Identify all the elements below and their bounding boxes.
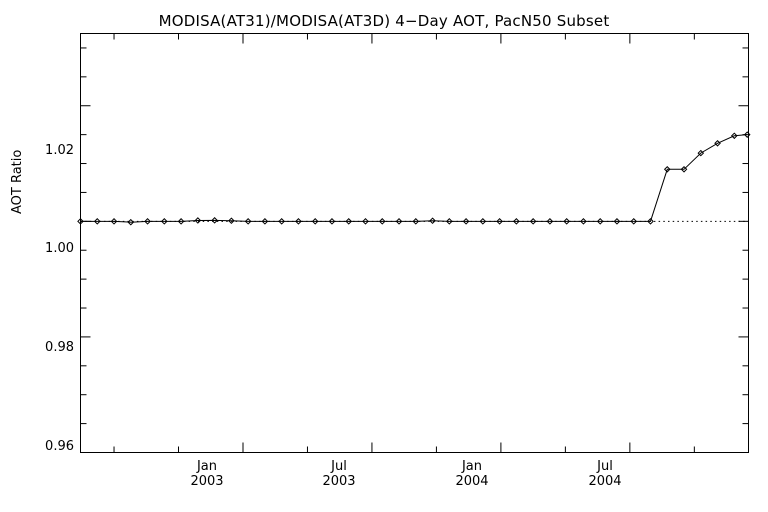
plot-frame [80, 33, 749, 453]
x-tick-label-jul-2004: Jul 2004 [570, 459, 640, 489]
x-tick-label-jan-2004: Jan 2004 [437, 459, 507, 489]
x-tick-year: 2003 [322, 474, 356, 489]
y-tick-label-1.02: 1.02 [45, 143, 74, 158]
x-tick-label-jul-2003: Jul 2003 [304, 459, 374, 489]
y-tick-label-0.98: 0.98 [45, 340, 74, 355]
x-tick-month: Jan [461, 459, 483, 474]
x-tick-month: Jul [597, 459, 613, 474]
x-tick-month: Jan [196, 459, 218, 474]
y-tick-label-0.96: 0.96 [45, 439, 74, 454]
x-tick-label-jan-2003: Jan 2003 [172, 459, 242, 489]
x-tick-year: 2003 [190, 474, 224, 489]
data-series-line [80, 134, 748, 223]
chart-title: MODISA(AT31)/MODISA(AT3D) 4−Day AOT, Pac… [158, 12, 610, 30]
x-tick-month: Jul [331, 459, 347, 474]
x-axis-ticks [113, 33, 695, 453]
x-tick-year: 2004 [455, 474, 489, 489]
y-axis-ticks [80, 47, 749, 453]
y-tick-label-1.00: 1.00 [45, 241, 74, 256]
data-series-markers [77, 131, 751, 226]
x-tick-year: 2004 [588, 474, 622, 489]
